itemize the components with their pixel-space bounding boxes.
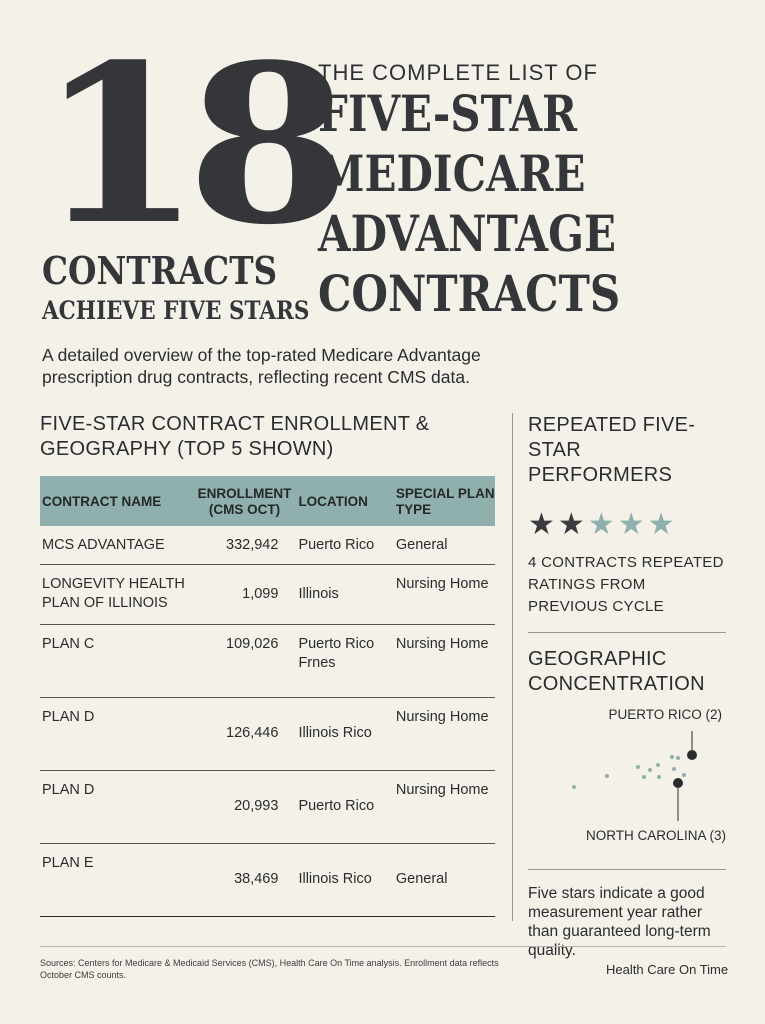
enrollment-table: CONTRACT NAME ENROLLMENT (CMS OCT) LOCAT… (40, 476, 495, 917)
cell-location: Puerto Rico (296, 526, 394, 565)
cell-plan-type: Nursing Home (393, 770, 495, 844)
intro-text: A detailed overview of the top-rated Med… (42, 345, 481, 387)
cell-location: Puerto Rico Frnes (296, 624, 394, 698)
column-header: SPECIAL PLAN TYPE (395, 486, 495, 517)
cell-location: Illinois Rico (296, 697, 394, 771)
bottom-divider (40, 946, 726, 947)
cell-contract-name: PLAN D (40, 770, 191, 844)
right-column: REPEATED FIVE-STAR PERFORMERS ★ ★ ★ ★ ★ … (528, 413, 728, 960)
star-rating: ★ ★ ★ ★ ★ (528, 510, 728, 540)
table-row: PLAN E 38,469 Illinois Rico General (40, 843, 495, 917)
cell-enrollment: 126,446 (190, 697, 297, 771)
divider (528, 869, 726, 870)
star-empty-icon: ★ (617, 508, 645, 541)
geo-heading: GEOGRAPHIC CONCENTRATION (528, 648, 705, 695)
table-header-row: CONTRACT NAME ENROLLMENT (CMS OCT) LOCAT… (40, 476, 495, 526)
north-carolina-label: NORTH CAROLINA (3) (585, 828, 726, 843)
cell-plan-type: General (393, 526, 495, 565)
table-row: PLAN C 109,026 Puerto Rico Frnes Nursing… (40, 624, 495, 698)
headline-line: CONTRACTS (318, 264, 621, 323)
star-filled-icon: ★ (557, 508, 585, 541)
puerto-rico-label: PUERTO RICO (2) (608, 707, 722, 722)
table-row: LONGEVITY HEALTH PLAN OF ILLINOIS 1,099 … (40, 564, 495, 625)
cell-plan-type: Nursing Home (393, 697, 495, 771)
contracts-word: CONTRACTS (42, 248, 278, 293)
cell-contract-name: PLAN E (40, 843, 191, 917)
cell-location: Puerto Rico (296, 770, 394, 844)
cell-plan-type: Nursing Home (393, 564, 495, 625)
cell-location: Illinois Rico (296, 843, 394, 917)
achieve-text: ACHIEVE FIVE STARS (42, 296, 310, 325)
cell-enrollment: 1,099 (190, 564, 297, 625)
kicker: THE COMPLETE LIST OF (318, 60, 598, 85)
table-row: PLAN D 20,993 Puerto Rico Nursing Home (40, 770, 495, 844)
cell-enrollment: 109,026 (190, 624, 297, 698)
column-header: ENROLLMENT (CMS OCT) (197, 486, 292, 517)
headline-line: ADVANTAGE (318, 204, 617, 263)
cell-enrollment: 332,942 (190, 526, 297, 565)
star-filled-icon: ★ (528, 508, 555, 541)
cell-contract-name: MCS ADVANTAGE (40, 526, 191, 565)
headline: FIVE-STAR MEDICARE ADVANTAGE CONTRACTS (318, 84, 688, 324)
star-empty-icon: ★ (587, 508, 615, 541)
cell-enrollment: 38,469 (190, 843, 297, 917)
table-title: FIVE-STAR CONTRACT ENROLLMENT & GEOGRAPH… (40, 413, 430, 460)
brand-name: Health Care On Time (606, 962, 729, 977)
cell-enrollment: 20,993 (190, 770, 297, 844)
table-row: MCS ADVANTAGE 332,942 Puerto Rico Genera… (40, 526, 495, 565)
column-header: LOCATION (298, 494, 368, 509)
footer-note: Five stars indicate a good measurement y… (528, 885, 711, 959)
sources-text: Sources: Centers for Medicare & Medicaid… (40, 958, 499, 980)
table-row: PLAN D 126,446 Illinois Rico Nursing Hom… (40, 697, 495, 771)
cell-contract-name: PLAN D (40, 697, 191, 771)
repeat-heading: REPEATED FIVE-STAR PERFORMERS (528, 414, 696, 486)
cell-location: Illinois (296, 564, 394, 625)
column-header: CONTRACT NAME (42, 494, 162, 509)
big-number: 18 (38, 17, 351, 273)
headline-line: MEDICARE (318, 144, 586, 203)
divider (528, 632, 726, 633)
cell-contract-name: PLAN C (40, 624, 191, 698)
star-empty-icon: ★ (647, 508, 675, 541)
cell-plan-type: Nursing Home (393, 624, 495, 698)
headline-line: FIVE-STAR (318, 84, 578, 143)
column-divider (512, 413, 513, 921)
repeat-note: 4 CONTRACTS REPEATED RATINGS FROM PREVIO… (528, 554, 724, 615)
cell-plan-type: General (393, 843, 495, 917)
geo-map: PUERTO RICO (2) NORTH CAROLINA (3) (528, 707, 728, 857)
map-dots-graphic (572, 731, 697, 821)
cell-contract-name: LONGEVITY HEALTH PLAN OF ILLINOIS (40, 564, 191, 625)
